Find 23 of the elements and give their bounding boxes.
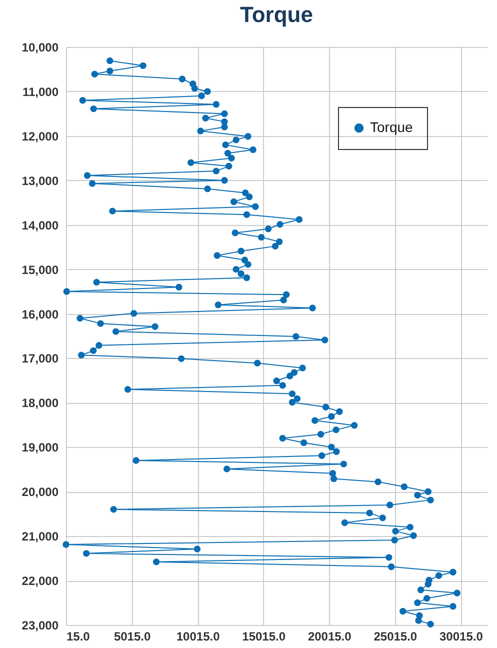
x-tick-label: 30015.0 — [439, 630, 484, 644]
y-tick-label: 12,000 — [22, 129, 59, 144]
x-tick-label: 15015.0 — [242, 630, 286, 644]
y-tick-label: 14,000 — [22, 218, 59, 232]
y-tick-label: 18,000 — [22, 396, 59, 410]
x-tick-label: 20015.0 — [308, 630, 352, 644]
y-tick-label: 20,000 — [22, 485, 59, 500]
y-tick-label: 11,000 — [22, 84, 59, 99]
x-tick-label: 15.0 — [66, 630, 90, 644]
x-tick-label: 5015.0 — [114, 630, 151, 644]
y-tick-label: 17,000 — [22, 352, 59, 366]
legend-label: Torque — [370, 119, 414, 135]
chart-title: Torque — [240, 2, 313, 27]
y-tick-label: 16,000 — [22, 307, 59, 322]
x-tick-label: 25015.0 — [374, 630, 418, 644]
y-tick-label: 22,000 — [22, 574, 59, 588]
y-tick-label: 15,000 — [22, 262, 59, 277]
y-tick-label: 10,000 — [22, 40, 59, 54]
y-tick-label: 13,000 — [22, 174, 59, 188]
y-tick-label: 23,000 — [22, 618, 59, 632]
x-tick-label: 10015.0 — [176, 630, 220, 644]
y-tick-label: 21,000 — [22, 530, 59, 544]
y-tick-label: 19,000 — [22, 440, 59, 455]
